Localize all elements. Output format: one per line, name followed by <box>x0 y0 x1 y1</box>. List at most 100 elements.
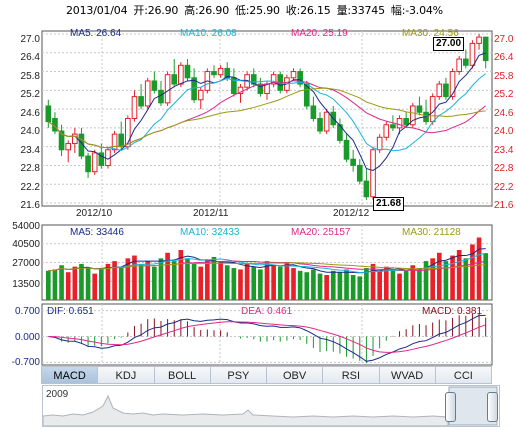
volume-bar <box>251 266 257 300</box>
tab-wvad[interactable]: WVAD <box>378 366 436 384</box>
volume-bar <box>52 269 58 300</box>
candle-body <box>217 67 224 76</box>
candle-body <box>144 80 151 107</box>
macd-legend-macd: MACD: 0.381 <box>422 306 483 317</box>
volume-bar <box>350 275 356 300</box>
price-right-tick: 26.4 <box>494 52 514 63</box>
volume-bar <box>456 250 462 300</box>
volume-bar <box>191 263 197 300</box>
tab-kdj[interactable]: KDJ <box>97 366 155 384</box>
volume-bar <box>92 273 98 300</box>
volume-bar <box>178 250 184 300</box>
macd-dea-line <box>48 321 486 353</box>
volume-bar <box>231 268 237 300</box>
price-left-tick: 25.8 <box>20 71 40 82</box>
volume-bar <box>383 266 389 300</box>
price-right-tick: 23.4 <box>494 145 514 156</box>
volume-bar <box>370 263 376 300</box>
tab-rsi[interactable]: RSI <box>322 366 380 384</box>
candle-body <box>469 42 476 66</box>
macd-legend-dif: DIF: 0.651 <box>47 306 94 317</box>
volume-bar <box>145 261 151 300</box>
info-date: 2013/01/04 <box>66 4 128 17</box>
price-left-tick: 24.6 <box>20 108 40 119</box>
volume-bar <box>317 273 323 300</box>
price-left-tick: 24.0 <box>20 126 40 137</box>
volume-bar <box>205 259 210 300</box>
macd-tick: 0.000 <box>14 332 40 343</box>
price-right-tick: 21.6 <box>494 200 514 211</box>
tab-macd[interactable]: MACD <box>41 366 99 384</box>
volume-bar <box>463 258 469 300</box>
tab-psy[interactable]: PSY <box>209 366 267 384</box>
volume-bar <box>417 268 422 300</box>
price-left-tick: 23.4 <box>20 145 40 156</box>
x-axis-label: 2012/11 <box>193 208 229 219</box>
panel-frame <box>41 303 493 366</box>
candle-body <box>449 71 456 98</box>
candle-body <box>317 118 323 132</box>
volume-legend-ma10: MA10: 32433 <box>180 227 240 238</box>
candle-body <box>184 64 191 79</box>
candle-body <box>65 143 72 151</box>
navigator-right-handle[interactable] <box>487 392 498 422</box>
volume-bar <box>410 265 416 300</box>
volume-bar <box>258 269 263 300</box>
price-left-tick: 27.0 <box>20 34 40 45</box>
candle-body <box>111 133 118 151</box>
navigator-left-handle[interactable] <box>445 392 456 422</box>
candle-body <box>131 96 138 119</box>
price-left-tick: 22.2 <box>20 182 40 193</box>
volume-bar <box>364 268 369 300</box>
volume-bar <box>59 265 64 300</box>
volume-legend-ma5: MA5: 33446 <box>70 227 124 238</box>
candle-body <box>91 152 98 173</box>
candle-body <box>462 58 469 66</box>
volume-bar <box>291 268 296 300</box>
price-left-tick: 25.2 <box>20 89 40 100</box>
candle-body <box>257 83 264 94</box>
candle-body <box>237 86 244 94</box>
candle-body <box>118 133 125 148</box>
candle-body <box>376 136 383 151</box>
candle-body <box>456 58 462 73</box>
volume-legend-ma30: MA30: 21128 <box>402 227 461 238</box>
volume-bar <box>211 256 217 300</box>
volume-bar <box>297 270 303 300</box>
volume-bar <box>158 258 164 300</box>
candle-body <box>290 71 297 79</box>
volume-tick: 40500 <box>12 239 40 250</box>
candle-body <box>270 74 277 85</box>
info-open: 开:26.90 <box>133 4 179 17</box>
tab-cci[interactable]: CCI <box>434 366 492 384</box>
tab-obv[interactable]: OBV <box>266 366 324 384</box>
volume-bar <box>337 272 343 300</box>
candle-body <box>356 164 363 182</box>
x-axis-label: 2012/10 <box>76 208 113 219</box>
candle-body <box>224 67 231 79</box>
macd-tick: 0.700 <box>14 306 40 317</box>
info-bar: 2013/01/04 开:26.90 高:26.90 低:25.90 收:26.15 量:… <box>66 2 449 18</box>
price-left-tick: 26.4 <box>20 52 40 63</box>
macd-dif-line <box>48 314 486 362</box>
chart-canvas[interactable] <box>0 0 516 366</box>
range-navigator[interactable]: 2009 <box>42 385 500 427</box>
volume-bar <box>65 272 71 300</box>
candle-body <box>151 80 158 91</box>
volume-bar <box>423 261 429 300</box>
info-change: 幅:-3.04% <box>390 4 443 17</box>
price-right-tick: 27.0 <box>494 34 514 45</box>
volume-bar <box>284 262 290 300</box>
candle-body <box>45 105 52 123</box>
price-left-tick: 22.8 <box>20 163 40 174</box>
price-legend-ma10: MA10: 26.08 <box>180 28 237 39</box>
indicator-tabs: MACD KDJ BOLL PSY OBV RSI WVAD CCI <box>41 366 492 384</box>
candle-body <box>171 74 178 85</box>
tab-boll[interactable]: BOLL <box>153 366 211 384</box>
volume-bar <box>271 265 276 300</box>
price-ma5-line <box>48 52 486 171</box>
volume-tick: 54000 <box>12 221 40 232</box>
info-volume: 量:33745 <box>336 4 386 17</box>
candle-body <box>383 124 390 138</box>
volume-bar <box>450 255 455 300</box>
